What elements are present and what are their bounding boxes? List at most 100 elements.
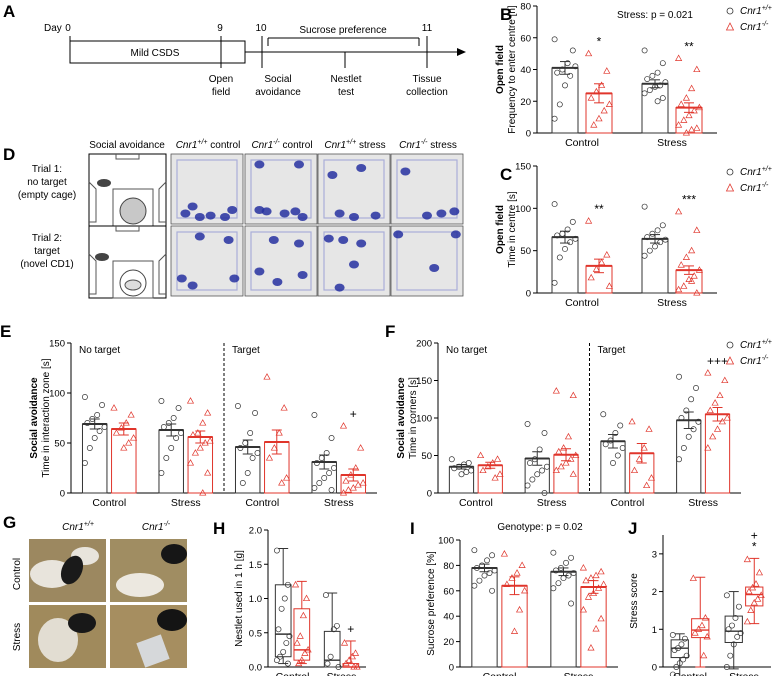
y-tick-label: 0.5: [249, 628, 262, 639]
data-point: [675, 207, 683, 215]
data-point: [559, 66, 566, 73]
data-point: [326, 470, 333, 476]
x-tick-label: Control: [276, 671, 310, 676]
y-tick-label: 0: [526, 129, 531, 140]
data-point: [249, 455, 256, 461]
data-point: [273, 547, 280, 554]
csds-label: Mild CSDS: [131, 48, 180, 59]
data-point: [186, 459, 195, 466]
box: [323, 630, 341, 668]
data-point: [476, 451, 485, 459]
heatmap-hotspot: [227, 206, 238, 214]
heatmap-track: [176, 231, 238, 291]
data-point: [589, 589, 598, 596]
x-tick-label: Stress: [324, 497, 354, 509]
data-point: [643, 481, 651, 489]
data-point: [685, 433, 692, 440]
data-point: [158, 398, 165, 404]
bar: [234, 446, 261, 494]
data-point: [94, 412, 101, 418]
heatmap-hotspot: [254, 267, 265, 276]
significance-label: *: [597, 35, 602, 49]
data-point: [521, 586, 529, 594]
data-point: [163, 455, 170, 461]
data-point: [703, 632, 711, 640]
y-tick-label: 50: [54, 439, 65, 450]
panel-letter: I: [410, 519, 415, 538]
data-point: [678, 415, 685, 421]
g-row-control: Control: [12, 558, 23, 590]
legend-label-sup: -/-: [762, 21, 769, 28]
data-point: [587, 644, 595, 651]
data-point: [347, 471, 355, 478]
data-point: [600, 580, 608, 587]
data-point: [536, 446, 543, 453]
data-point: [275, 429, 283, 436]
panel-a: A Day 0 9 10 11 Mild CSDS Sucrose prefer…: [3, 2, 466, 98]
heatmap-hotspot: [223, 236, 234, 244]
data-point: [721, 376, 729, 384]
data-point: [160, 424, 167, 430]
mouse-photo: [60, 555, 84, 585]
group-label-no-target: No target: [446, 345, 487, 356]
data-point: [745, 587, 753, 595]
data-point: [680, 116, 688, 123]
panel-letter: F: [385, 322, 395, 341]
data-point: [680, 656, 687, 663]
panel-letter: J: [628, 519, 637, 538]
data-point: [704, 369, 712, 376]
data-point: [101, 424, 108, 430]
legend-label-ko: Cnr1-/-: [740, 355, 769, 367]
data-point: [641, 90, 648, 97]
data-point: [603, 67, 611, 74]
photo-wt-control: [29, 539, 106, 602]
data-point: [280, 648, 287, 655]
legend-label-sup: -/-: [762, 182, 769, 189]
timeline-day-11: 11: [422, 23, 433, 34]
bar: [550, 571, 577, 668]
data-point: [191, 449, 199, 456]
x-tick-label: Control: [610, 497, 644, 509]
y-tick-label: 100: [438, 536, 454, 547]
heatmap-hotspot: [323, 234, 334, 243]
data-point: [318, 455, 325, 461]
chart-title: Stress: p = 0.021: [617, 10, 693, 21]
data-point: [600, 411, 607, 418]
x-tick-label: Control: [673, 671, 707, 676]
x-tick-label: Control: [92, 497, 126, 509]
y-tick-label: 0: [449, 663, 454, 674]
data-point: [572, 63, 579, 70]
data-point: [556, 254, 563, 261]
data-point: [351, 649, 360, 656]
data-point: [659, 222, 666, 229]
data-point: [96, 428, 103, 434]
data-point: [688, 125, 696, 133]
data-point: [695, 266, 703, 273]
y-tick-label: 40: [520, 65, 531, 76]
data-point: [359, 479, 367, 486]
y-tick-label: 80: [520, 2, 531, 13]
data-point: [562, 82, 568, 89]
data-point: [597, 567, 605, 575]
data-point: [491, 474, 499, 481]
data-point: [170, 415, 177, 421]
heatmap-hotspot: [436, 209, 447, 218]
data-point: [735, 603, 742, 610]
data-point: [693, 289, 701, 296]
data-point: [567, 455, 575, 462]
data-point: [189, 431, 197, 438]
legend-label-wt: Cnr1+/+: [740, 339, 772, 351]
data-point: [677, 100, 685, 107]
legend-label-sup: +/+: [762, 166, 772, 173]
data-point: [671, 647, 678, 653]
data-point: [175, 405, 182, 411]
data-point: [81, 460, 88, 466]
heatmap-frame: [170, 225, 244, 297]
x-tick-label: Control: [565, 137, 599, 149]
data-point: [244, 470, 251, 476]
data-point: [688, 84, 696, 92]
d-header-ko-stress: Cnr1-/- stress: [399, 139, 457, 151]
data-point: [750, 598, 758, 606]
legend-marker-wt: [726, 341, 734, 349]
